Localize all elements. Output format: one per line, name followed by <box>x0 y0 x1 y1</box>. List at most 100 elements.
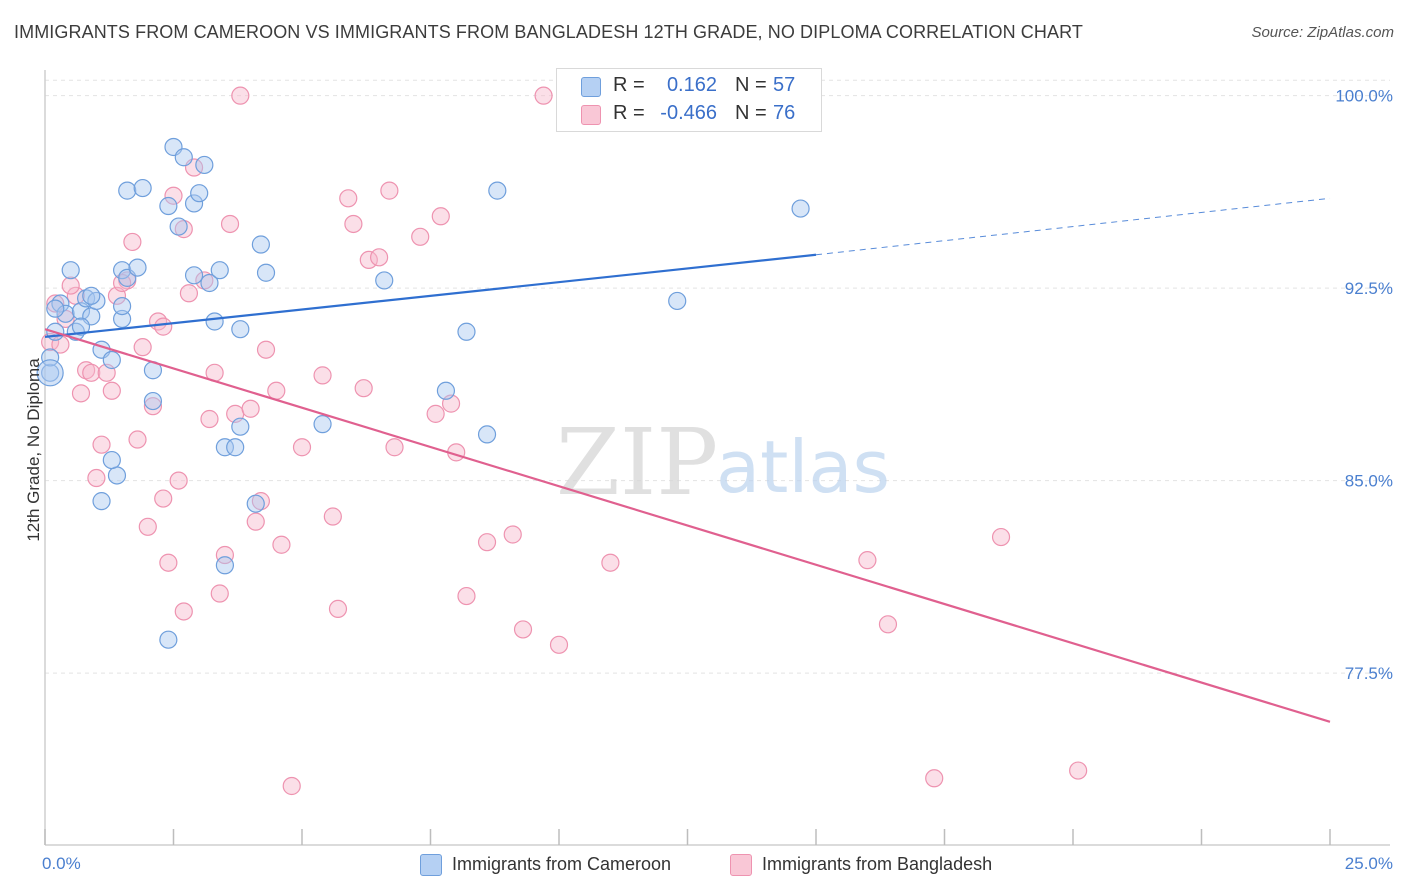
chart-title: IMMIGRANTS FROM CAMEROON VS IMMIGRANTS F… <box>14 22 1083 42</box>
data-point <box>1069 761 1088 780</box>
cameroon-trend-extension <box>815 197 1331 256</box>
data-point <box>210 584 229 603</box>
data-point <box>339 189 358 208</box>
data-point <box>878 615 898 634</box>
data-point <box>359 250 378 270</box>
data-point <box>246 494 265 513</box>
data-point <box>668 291 687 311</box>
watermark-atlas: atlas <box>716 425 890 509</box>
data-point <box>87 468 106 488</box>
legend-label: Immigrants from Bangladesh <box>762 854 993 874</box>
data-point <box>251 492 270 511</box>
data-point <box>169 471 188 490</box>
data-point <box>133 338 152 357</box>
data-point <box>431 207 450 226</box>
data-point <box>154 317 173 336</box>
data-point <box>51 294 70 313</box>
data-point <box>77 361 96 380</box>
stats-row-cameroon: R = 0.162 N = 57 <box>557 72 821 100</box>
bangladesh-swatch <box>581 105 601 125</box>
watermark-zip: ZIP <box>556 409 718 516</box>
data-point <box>313 366 332 385</box>
data-point <box>118 181 137 200</box>
data-point <box>488 181 507 200</box>
data-point <box>344 214 363 234</box>
data-point <box>143 391 163 411</box>
data-point <box>215 556 234 575</box>
cameroon-swatch <box>581 77 601 97</box>
data-point <box>128 258 147 277</box>
data-point <box>858 551 877 570</box>
cameroon-legend-swatch <box>420 854 442 876</box>
data-point <box>61 276 80 295</box>
data-point <box>164 186 183 205</box>
data-point <box>169 217 188 236</box>
data-point <box>128 430 147 449</box>
data-point <box>313 415 332 434</box>
data-point <box>46 299 65 318</box>
data-point <box>138 517 157 536</box>
r-value: 0.162 <box>666 74 717 96</box>
data-point <box>159 196 178 216</box>
y-tick-label: 85.0% <box>1345 472 1393 491</box>
data-point <box>92 492 111 511</box>
data-point <box>925 769 944 788</box>
x-tick-label: 0.0% <box>42 854 81 873</box>
data-point <box>292 438 312 457</box>
grid-lines <box>45 79 1390 674</box>
data-point <box>143 397 163 416</box>
data-point <box>174 602 193 621</box>
data-point <box>220 214 240 234</box>
data-point <box>231 417 250 436</box>
series-cameroon-points <box>36 71 810 649</box>
data-point <box>241 399 260 418</box>
data-point <box>385 438 404 457</box>
data-point <box>991 527 1011 547</box>
data-point <box>231 320 250 339</box>
y-axis-label: 12th Grade, No Diploma <box>24 358 43 542</box>
data-point <box>513 620 533 639</box>
n-label: N = <box>735 102 767 124</box>
data-point <box>159 553 178 572</box>
data-point <box>174 220 193 239</box>
data-point <box>184 266 204 285</box>
data-point <box>82 363 101 382</box>
chart-source: Source: ZipAtlas.com <box>1251 24 1394 41</box>
data-point <box>282 776 301 796</box>
data-point <box>159 630 178 649</box>
cameroon-trend-line <box>44 253 817 338</box>
data-point <box>200 409 219 429</box>
r-label: R = <box>613 102 645 124</box>
data-point <box>56 304 75 323</box>
r-label: R = <box>613 74 645 96</box>
data-point <box>215 545 234 565</box>
data-point <box>133 178 152 198</box>
data-point <box>112 309 132 329</box>
data-point <box>190 184 209 203</box>
r-value: -0.466 <box>660 102 717 124</box>
data-point <box>256 263 276 282</box>
stats-legend: R = 0.162 N = 57 R = -0.466 N = 76 <box>556 68 822 132</box>
data-point <box>323 507 342 526</box>
data-point <box>549 635 569 654</box>
data-point <box>77 289 96 308</box>
data-point <box>411 227 430 246</box>
data-point <box>601 553 620 572</box>
data-point <box>328 599 348 619</box>
trend-lines <box>44 197 1331 723</box>
data-point <box>791 199 810 218</box>
data-point <box>112 273 132 293</box>
data-point <box>174 148 193 167</box>
data-point <box>477 425 497 444</box>
bangladesh-trend-line <box>44 328 1331 723</box>
data-point <box>179 284 199 303</box>
data-point <box>477 533 497 552</box>
watermark: ZIP atlas <box>556 409 890 516</box>
data-point <box>246 512 265 531</box>
data-point <box>112 296 132 316</box>
data-point <box>184 194 204 213</box>
x-tick-label: 25.0% <box>1345 854 1393 873</box>
data-point <box>102 450 121 470</box>
data-point <box>71 384 91 403</box>
